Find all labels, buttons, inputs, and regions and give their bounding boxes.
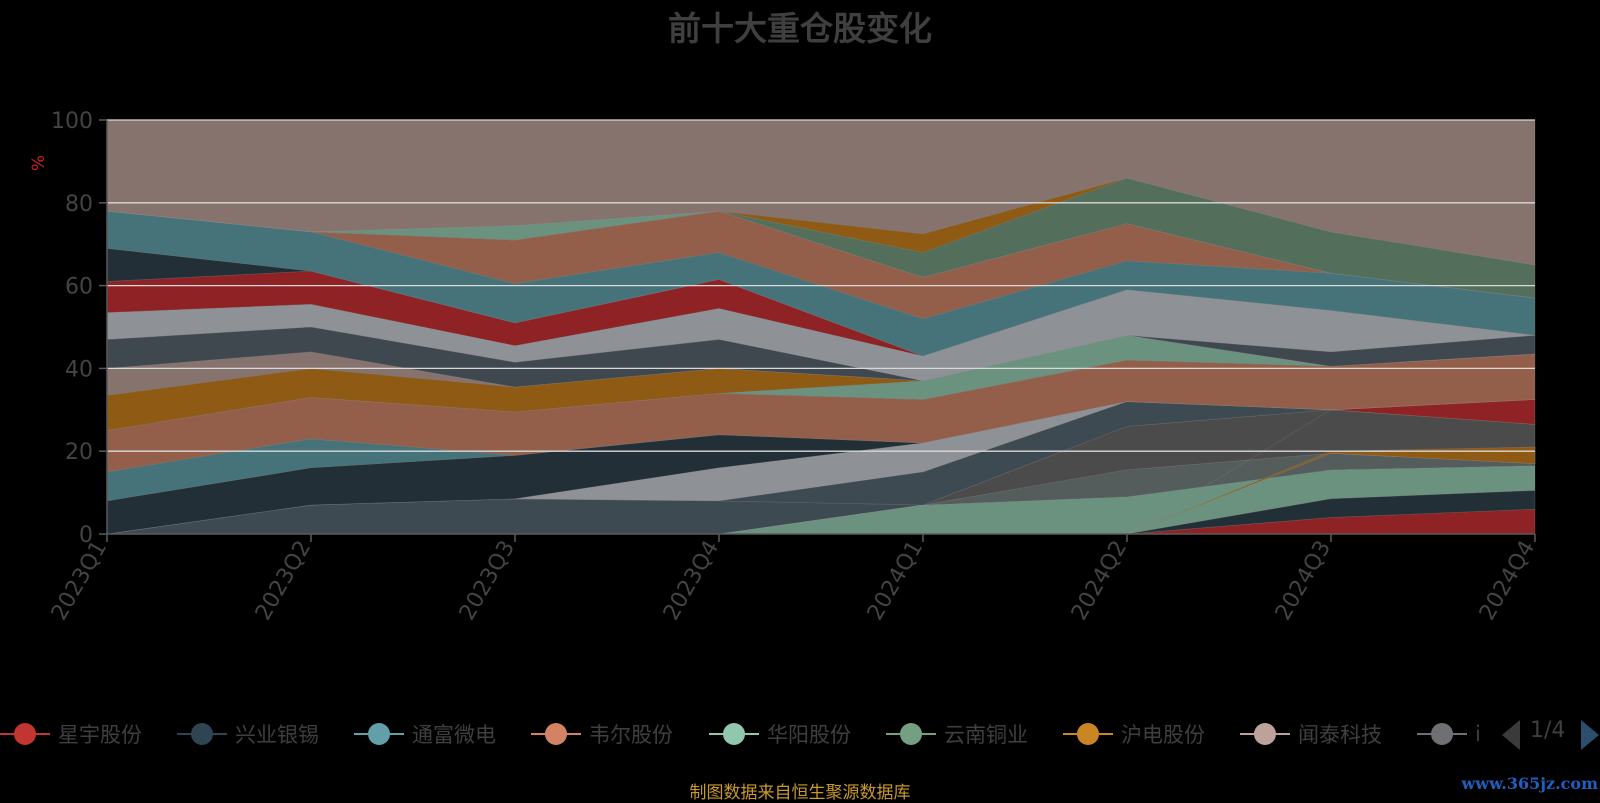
legend-item[interactable]: 通富微电 (354, 716, 496, 752)
legend-marker-dot (1077, 723, 1099, 745)
legend-item[interactable]: 沪电股份 (1063, 716, 1205, 752)
legend-marker-icon (709, 716, 759, 752)
y-axis-label: % (29, 155, 49, 171)
area-bands (106, 119, 1536, 535)
watermark: www.365jz.com (1461, 774, 1598, 793)
legend-marker-icon (886, 716, 936, 752)
x-tick-label: 2024Q1 (863, 537, 928, 625)
legend-prev-page-icon[interactable] (1502, 720, 1520, 750)
legend-item[interactable]: 云南铜业 (886, 716, 1028, 752)
legend-item[interactable]: 华阳股份 (709, 716, 851, 752)
y-tick-label-0: 0 (79, 523, 93, 548)
legend-item[interactable]: 闻泰科技 (1240, 716, 1382, 752)
x-tick-label: 2023Q1 (47, 537, 112, 625)
y-tick-label-100: 100 (51, 109, 93, 134)
legend-label: i (1475, 722, 1481, 746)
x-tick-label: 2024Q4 (1475, 537, 1540, 625)
legend: 星宇股份 兴业银锡 通富微电 韦尔股份 华阳股份 云南铜业 沪电股份 闻泰科技 i (0, 716, 1600, 752)
legend-marker-dot (723, 723, 745, 745)
legend-item[interactable]: i (1417, 716, 1481, 752)
legend-marker-icon (531, 716, 581, 752)
x-tick-label: 2024Q3 (1271, 537, 1336, 625)
legend-label: 兴业银锡 (235, 723, 319, 747)
x-tick-label: 2023Q2 (251, 537, 316, 625)
legend-marker-dot (1431, 723, 1453, 745)
legend-marker-dot (14, 723, 36, 745)
legend-label: 华阳股份 (767, 723, 851, 747)
legend-marker-icon (177, 716, 227, 752)
legend-label: 通富微电 (412, 723, 496, 747)
legend-marker-icon (1240, 716, 1290, 752)
legend-marker-dot (545, 723, 567, 745)
legend-marker-icon (354, 716, 404, 752)
x-tick-label: 2023Q4 (659, 537, 724, 625)
x-tick-label: 2023Q3 (455, 537, 520, 625)
legend-marker-icon (1417, 716, 1467, 752)
legend-label: 韦尔股份 (589, 723, 673, 747)
area-band-24 (106, 177, 1536, 299)
legend-label: 云南铜业 (944, 723, 1028, 747)
y-tick-label-40: 40 (65, 357, 93, 382)
legend-marker-icon (0, 716, 50, 752)
legend-page-indicator: 1/4 (1530, 718, 1566, 743)
legend-marker-dot (900, 723, 922, 745)
chart-title: 前十大重仓股变化 (668, 9, 932, 48)
legend-item[interactable]: 兴业银锡 (177, 716, 319, 752)
y-tick-label-60: 60 (65, 275, 93, 300)
legend-marker-dot (368, 723, 390, 745)
legend-next-page-icon[interactable] (1581, 720, 1599, 750)
x-tick-label: 2024Q2 (1067, 537, 1132, 625)
legend-marker-dot (191, 723, 213, 745)
legend-label: 沪电股份 (1121, 723, 1205, 747)
legend-marker-dot (1254, 723, 1276, 745)
gridlines (107, 119, 1535, 452)
y-tick-label-20: 20 (65, 440, 93, 465)
source-note: 制图数据来自恒生聚源数据库 (689, 783, 911, 803)
legend-item[interactable]: 星宇股份 (0, 716, 142, 752)
legend-label: 闻泰科技 (1298, 723, 1382, 747)
y-tick-label-80: 80 (65, 192, 93, 217)
legend-marker-icon (1063, 716, 1113, 752)
legend-label: 星宇股份 (58, 723, 142, 747)
legend-item[interactable]: 韦尔股份 (531, 716, 673, 752)
